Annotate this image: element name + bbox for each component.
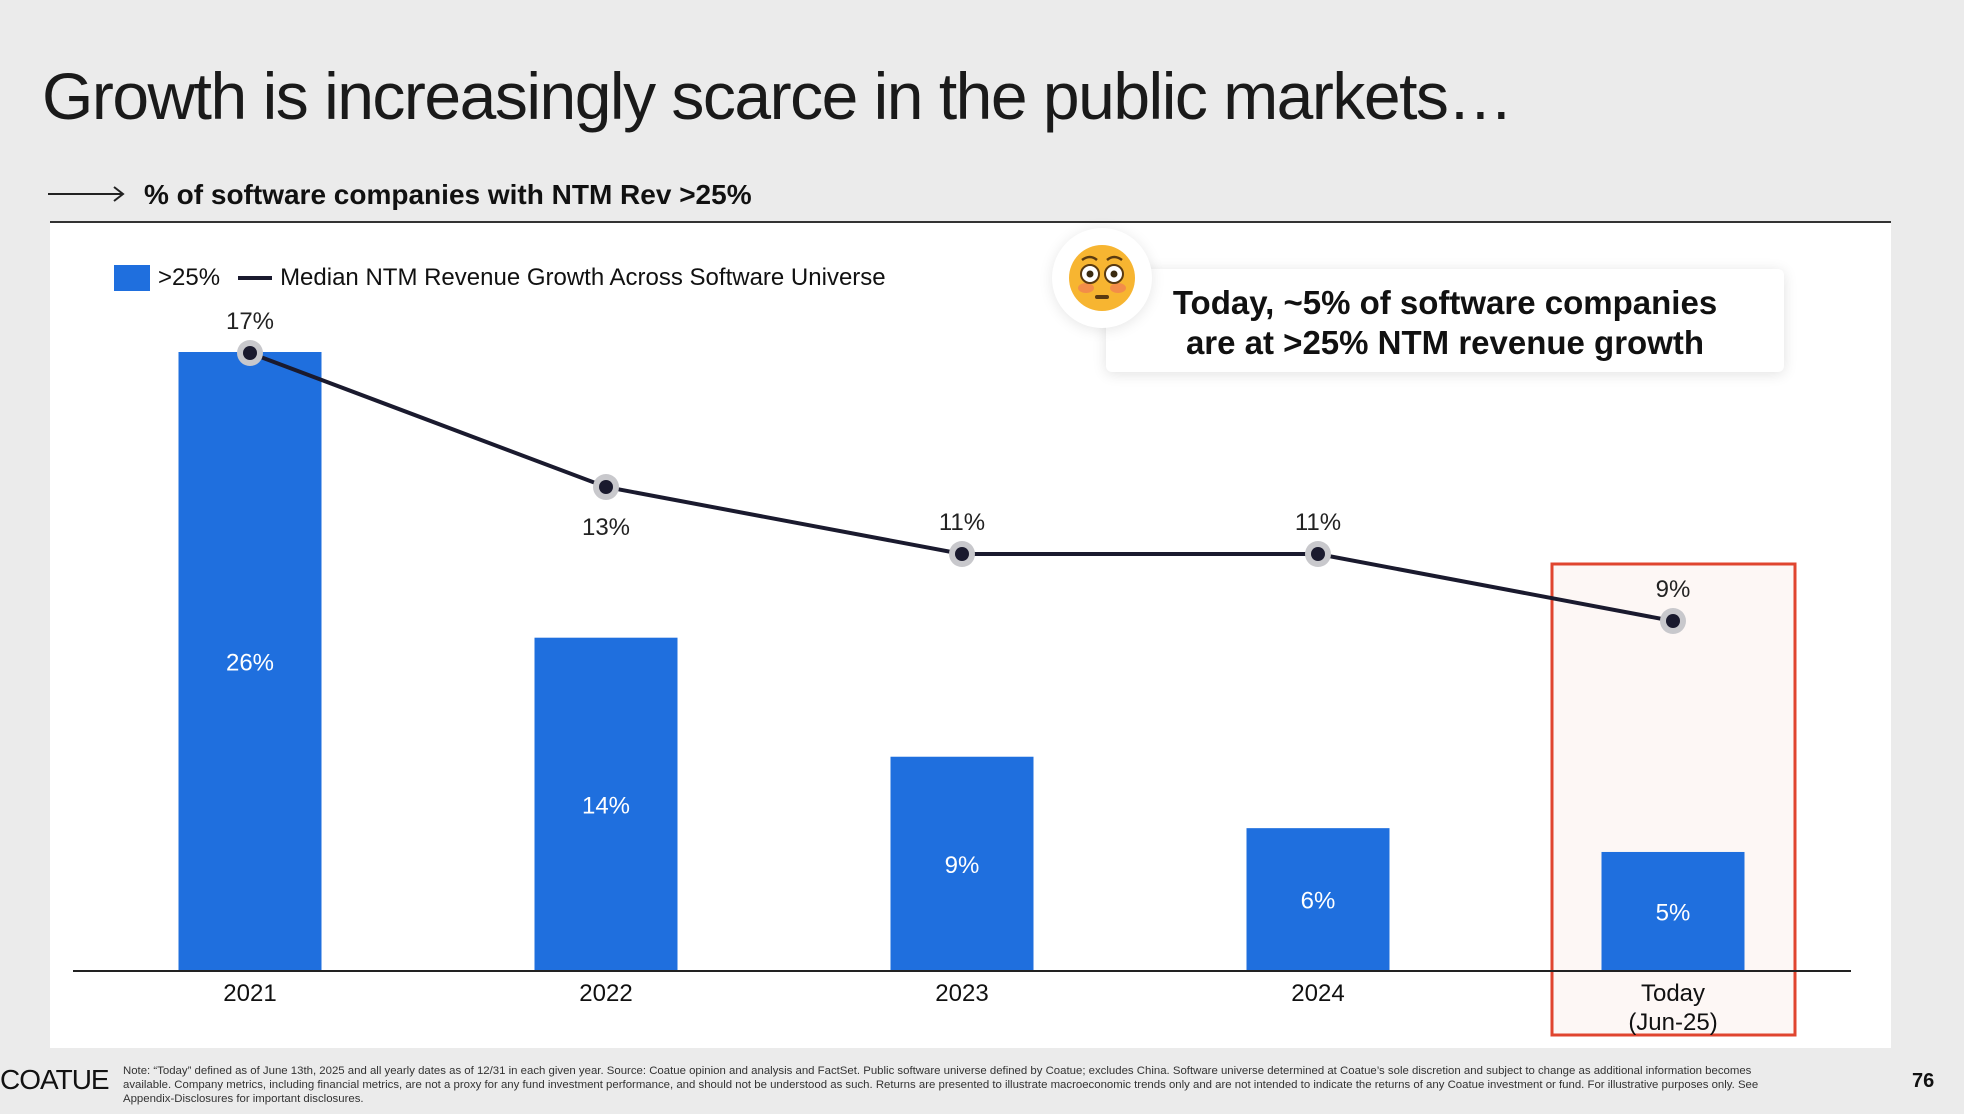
callout-box: Today, ~5% of software companies are at … [1106,269,1784,372]
bar [534,637,678,971]
x-tick-label: 2024 [1291,980,1344,1007]
bar [1601,851,1745,971]
line-label: 9% [1656,576,1691,603]
legend-bar-swatch [114,265,150,291]
line-point [1311,547,1325,561]
bar-label: 14% [582,792,630,819]
page-title: Growth is increasingly scarce in the pub… [42,59,1513,133]
bar-label: 9% [945,852,980,879]
legend-line-label: Median NTM Revenue Growth Across Softwar… [280,264,886,291]
line-point [955,547,969,561]
line-point [243,346,257,360]
bar [890,756,1034,971]
callout-line-1: Today, ~5% of software companies [1172,284,1718,321]
line-point [1666,614,1680,628]
legend-line-swatch [238,276,273,280]
bar [178,352,322,971]
bar [1246,828,1390,971]
line-label: 13% [582,514,630,541]
line-point [599,480,613,494]
line-label: 11% [939,509,985,536]
flushed-face-icon [1052,228,1152,328]
arrow-icon [48,186,125,202]
x-tick-label: Today [1641,980,1705,1007]
legend-bar-label: >25% [158,264,221,291]
x-tick-label: 2023 [935,980,988,1007]
x-tick-label: 2021 [223,980,276,1007]
bar-label: 26% [226,650,274,677]
bar-label: 6% [1301,888,1336,915]
chart-subtitle: % of software companies with NTM Rev >25… [144,179,752,210]
divider [50,221,1891,223]
series-line [249,351,1674,623]
legend: >25% Median NTM Revenue Growth Across So… [114,264,886,292]
line-label: 17% [226,308,274,335]
page-number: 76 [1912,1070,1935,1092]
x-tick-label: 2022 [579,980,632,1007]
line-label: 11% [1295,509,1341,536]
bar-label: 5% [1656,899,1691,926]
callout-line-2: are at >25% NTM revenue growth [1185,324,1705,361]
coatue-logo: COATUE [0,1064,110,1095]
x-tick-label: (Jun-25) [1628,1009,1717,1036]
footnote: Note: “Today” defined as of June 13th, 2… [123,1065,1759,1105]
